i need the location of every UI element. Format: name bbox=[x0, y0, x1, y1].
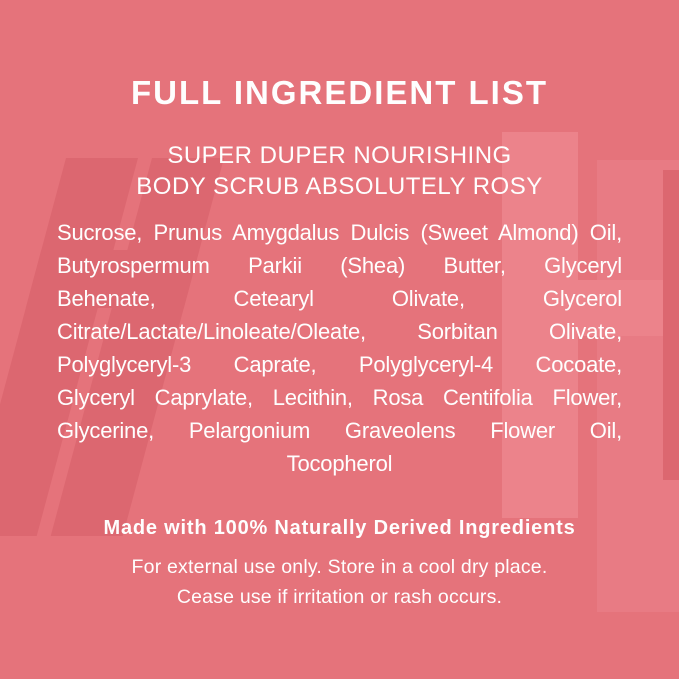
usage-instructions: For external use only. Store in a cool d… bbox=[0, 552, 679, 612]
product-name-subtitle: SUPER DUPER NOURISHING BODY SCRUB ABSOLUT… bbox=[0, 140, 679, 202]
ingredients-line: Butyrospermum Parkii (Shea) Butter, Glyc… bbox=[57, 253, 622, 278]
subtitle-line: BODY SCRUB ABSOLUTELY ROSY bbox=[136, 173, 543, 200]
naturally-derived-claim: Made with 100% Naturally Derived Ingredi… bbox=[103, 517, 576, 539]
usage-line: For external use only. Store in a cool d… bbox=[131, 556, 548, 578]
ingredients-line: Glyceryl Caprylate, Lecithin, Rosa Centi… bbox=[57, 385, 622, 410]
usage-line: Cease use if irritation or rash occurs. bbox=[176, 586, 503, 608]
subtitle-line: SUPER DUPER NOURISHING bbox=[167, 142, 512, 169]
ingredients-line: Behenate, Cetearyl Olivate, Glycerol bbox=[57, 286, 622, 311]
ingredients-line: Sucrose, Prunus Amygdalus Dulcis (Sweet … bbox=[57, 220, 622, 245]
page-title: FULL INGREDIENT LIST bbox=[130, 74, 549, 111]
watermark-right-h-crossbar bbox=[502, 280, 679, 336]
ingredients-line: Citrate/Lactate/Linoleate/Oleate, Sorbit… bbox=[57, 319, 622, 344]
ingredients-line: Tocopherol bbox=[286, 451, 393, 476]
ingredients-line: Polyglyceryl-3 Caprate, Polyglyceryl-4 C… bbox=[57, 352, 622, 377]
watermark-right-edge-stripe bbox=[663, 170, 679, 480]
ingredients-paragraph: Sucrose, Prunus Amygdalus Dulcis (Sweet … bbox=[57, 216, 622, 480]
ingredients-line: Glycerine, Pelargonium Graveolens Flower… bbox=[57, 418, 622, 443]
